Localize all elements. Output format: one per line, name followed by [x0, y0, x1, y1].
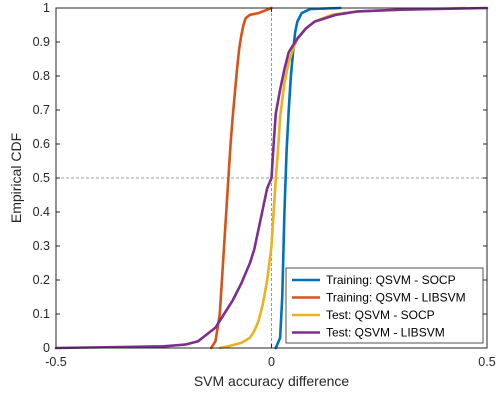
legend-label: Test: QSVM - SOCP — [326, 308, 435, 322]
axis-ticks: 00.10.20.30.40.50.60.70.80.91-0.5 0 0.5 — [33, 1, 496, 369]
legend-label: Test: QSVM - LIBSVM — [326, 326, 445, 340]
y-tick-label: 0.1 — [33, 307, 50, 321]
y-tick-label: 0.2 — [33, 273, 50, 287]
y-tick-label: 0.4 — [33, 205, 50, 219]
y-tick-label: 0 — [43, 341, 50, 355]
legend-label: Training: QSVM - LIBSVM — [326, 291, 466, 305]
y-tick-label: 0.6 — [33, 137, 50, 151]
y-tick-label: 0.8 — [33, 69, 50, 83]
x-tick-label: -0.5 — [45, 355, 67, 369]
series-line-1 — [274, 6, 342, 350]
series-line-4 — [54, 6, 489, 350]
x-tick-label: 0.5 — [478, 355, 495, 369]
y-tick-label: 0.7 — [33, 103, 50, 117]
x-axis-label: SVM accuracy difference — [194, 373, 350, 389]
x-tick-label: 0 — [268, 355, 275, 369]
legend-label: Training: QSVM - SOCP — [326, 273, 456, 287]
y-tick-label: 0.3 — [33, 239, 50, 253]
series-line-2 — [209, 6, 273, 350]
y-axis-label: Empirical CDF — [8, 133, 24, 223]
legend: Training: QSVM - SOCP Training: QSVM - LI… — [285, 267, 484, 344]
y-tick-label: 0.5 — [33, 171, 50, 185]
y-tick-label: 1 — [43, 1, 50, 15]
y-tick-label: 0.9 — [33, 35, 50, 49]
series-lines — [54, 6, 489, 350]
